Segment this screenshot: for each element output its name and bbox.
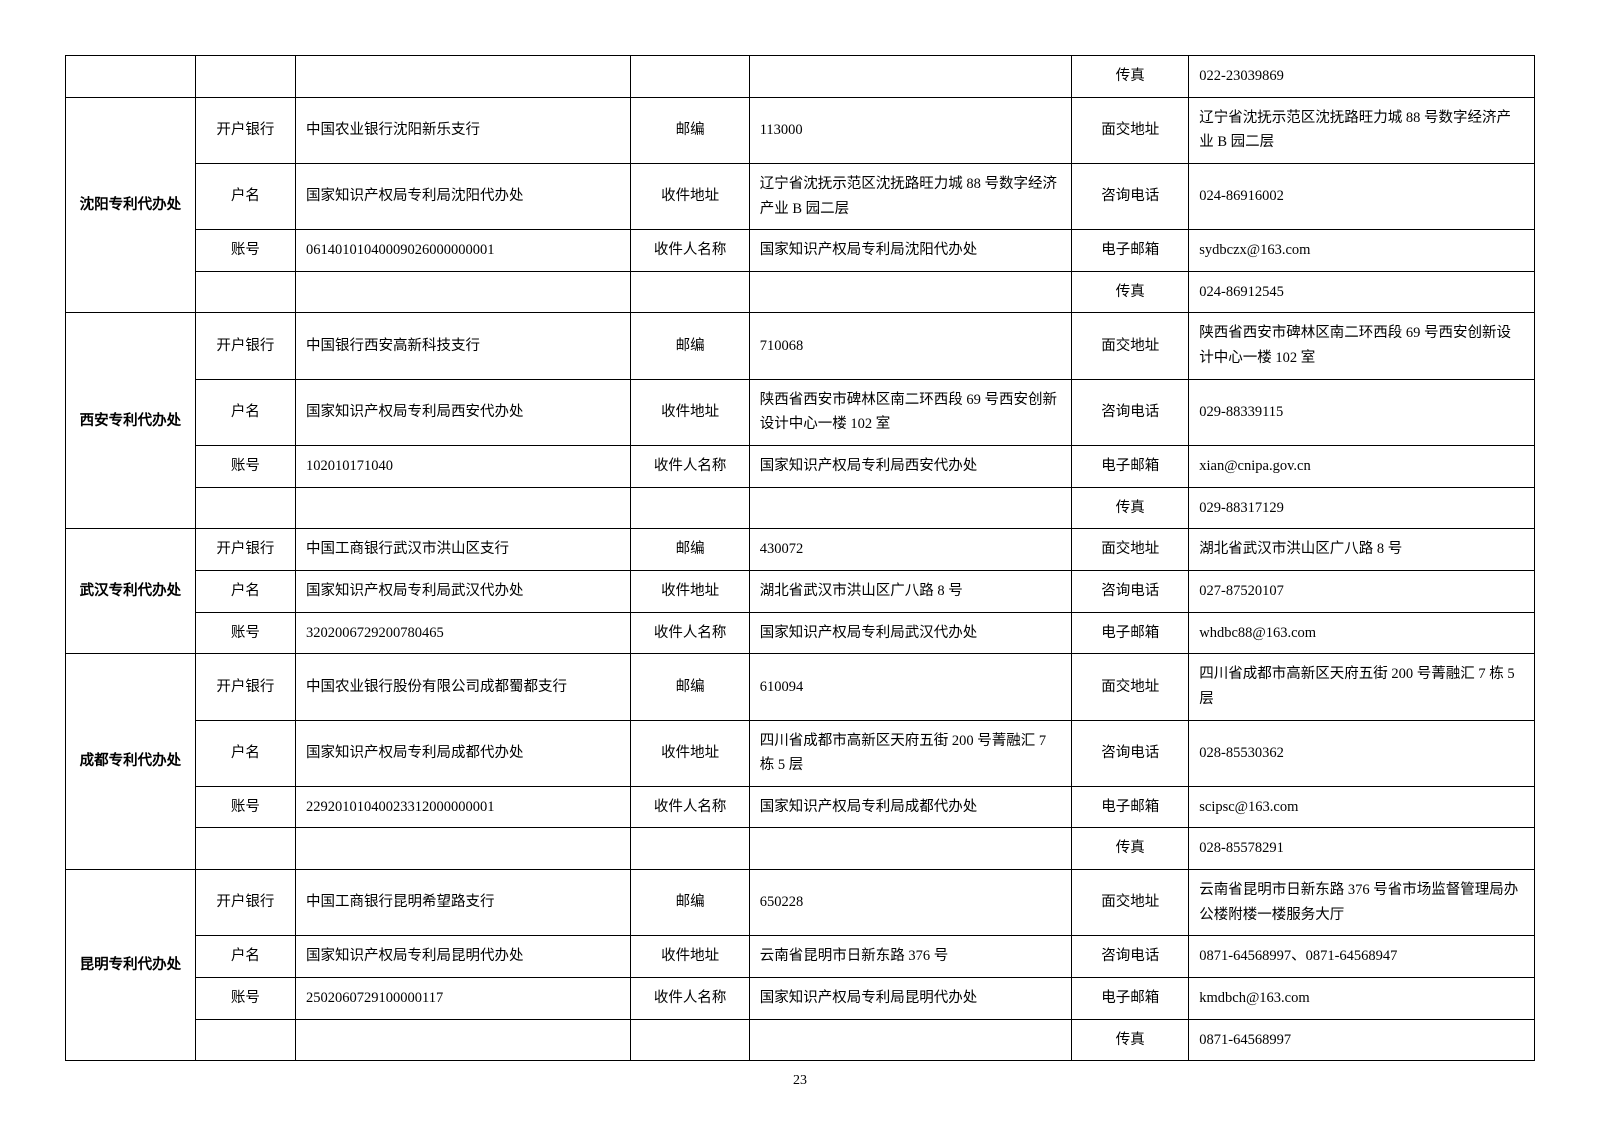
office-row: 沈阳专利代办处开户银行中国农业银行沈阳新乐支行邮编113000面交地址辽宁省沈抚… — [66, 97, 1535, 163]
office-row: 昆明专利代办处开户银行中国工商银行昆明希望路支行邮编650228面交地址云南省昆… — [66, 870, 1535, 936]
office-row: 西安专利代办处开户银行中国银行西安高新科技支行邮编710068面交地址陕西省西安… — [66, 313, 1535, 379]
office-name: 西安专利代办处 — [66, 313, 196, 529]
office-name: 昆明专利代办处 — [66, 870, 196, 1061]
office-row: 武汉专利代办处开户银行中国工商银行武汉市洪山区支行邮编430072面交地址湖北省… — [66, 529, 1535, 571]
orphan-fax-row: 传真022-23039869 — [66, 56, 1535, 98]
agency-table: 传真022-23039869沈阳专利代办处开户银行中国农业银行沈阳新乐支行邮编1… — [65, 55, 1535, 1061]
office-name: 沈阳专利代办处 — [66, 97, 196, 313]
office-row: 成都专利代办处开户银行中国农业银行股份有限公司成都蜀都支行邮编610094面交地… — [66, 654, 1535, 720]
office-name: 成都专利代办处 — [66, 654, 196, 870]
office-name: 武汉专利代办处 — [66, 529, 196, 654]
page-number: 23 — [65, 1073, 1535, 1089]
